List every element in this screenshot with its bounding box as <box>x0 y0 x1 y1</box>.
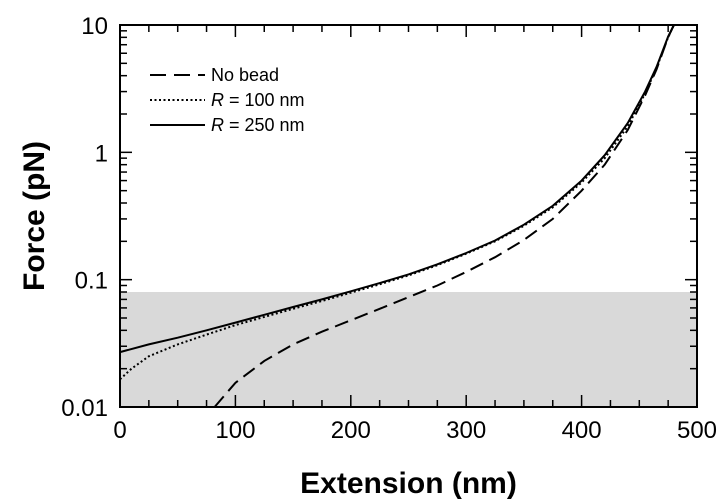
y-tick-labels: 0.01 0.1 1 10 <box>61 13 108 422</box>
x-tick-label: 100 <box>215 417 255 444</box>
x-tick-label: 400 <box>562 417 602 444</box>
x-tick-label: 300 <box>446 417 486 444</box>
x-tick-label: 200 <box>331 417 371 444</box>
y-tick-label: 10 <box>81 13 108 40</box>
axis-ticks <box>119 24 698 408</box>
series-layer <box>119 24 675 408</box>
series-line-3 <box>119 24 675 354</box>
shaded-region <box>120 292 697 407</box>
x-tick-labels: 0 100 200 300 400 500 <box>113 417 717 444</box>
x-tick-label: 500 <box>677 417 717 444</box>
x-tick-label: 0 <box>113 417 126 444</box>
y-tick-label: 1 <box>95 140 108 167</box>
y-tick-label: 0.01 <box>61 395 108 422</box>
legend-label-2: R = 100 nm <box>211 90 305 110</box>
legend-label-3: R = 250 nm <box>211 115 305 135</box>
legend: No bead R = 100 nm R = 250 nm <box>150 65 305 135</box>
plot-frame <box>119 24 698 408</box>
series-line-1 <box>213 24 675 408</box>
y-tick-label: 0.1 <box>75 268 108 295</box>
y-axis-title: Force (pN) <box>18 141 51 291</box>
x-axis-title: Extension (nm) <box>300 467 517 500</box>
legend-label-1: No bead <box>211 65 279 85</box>
